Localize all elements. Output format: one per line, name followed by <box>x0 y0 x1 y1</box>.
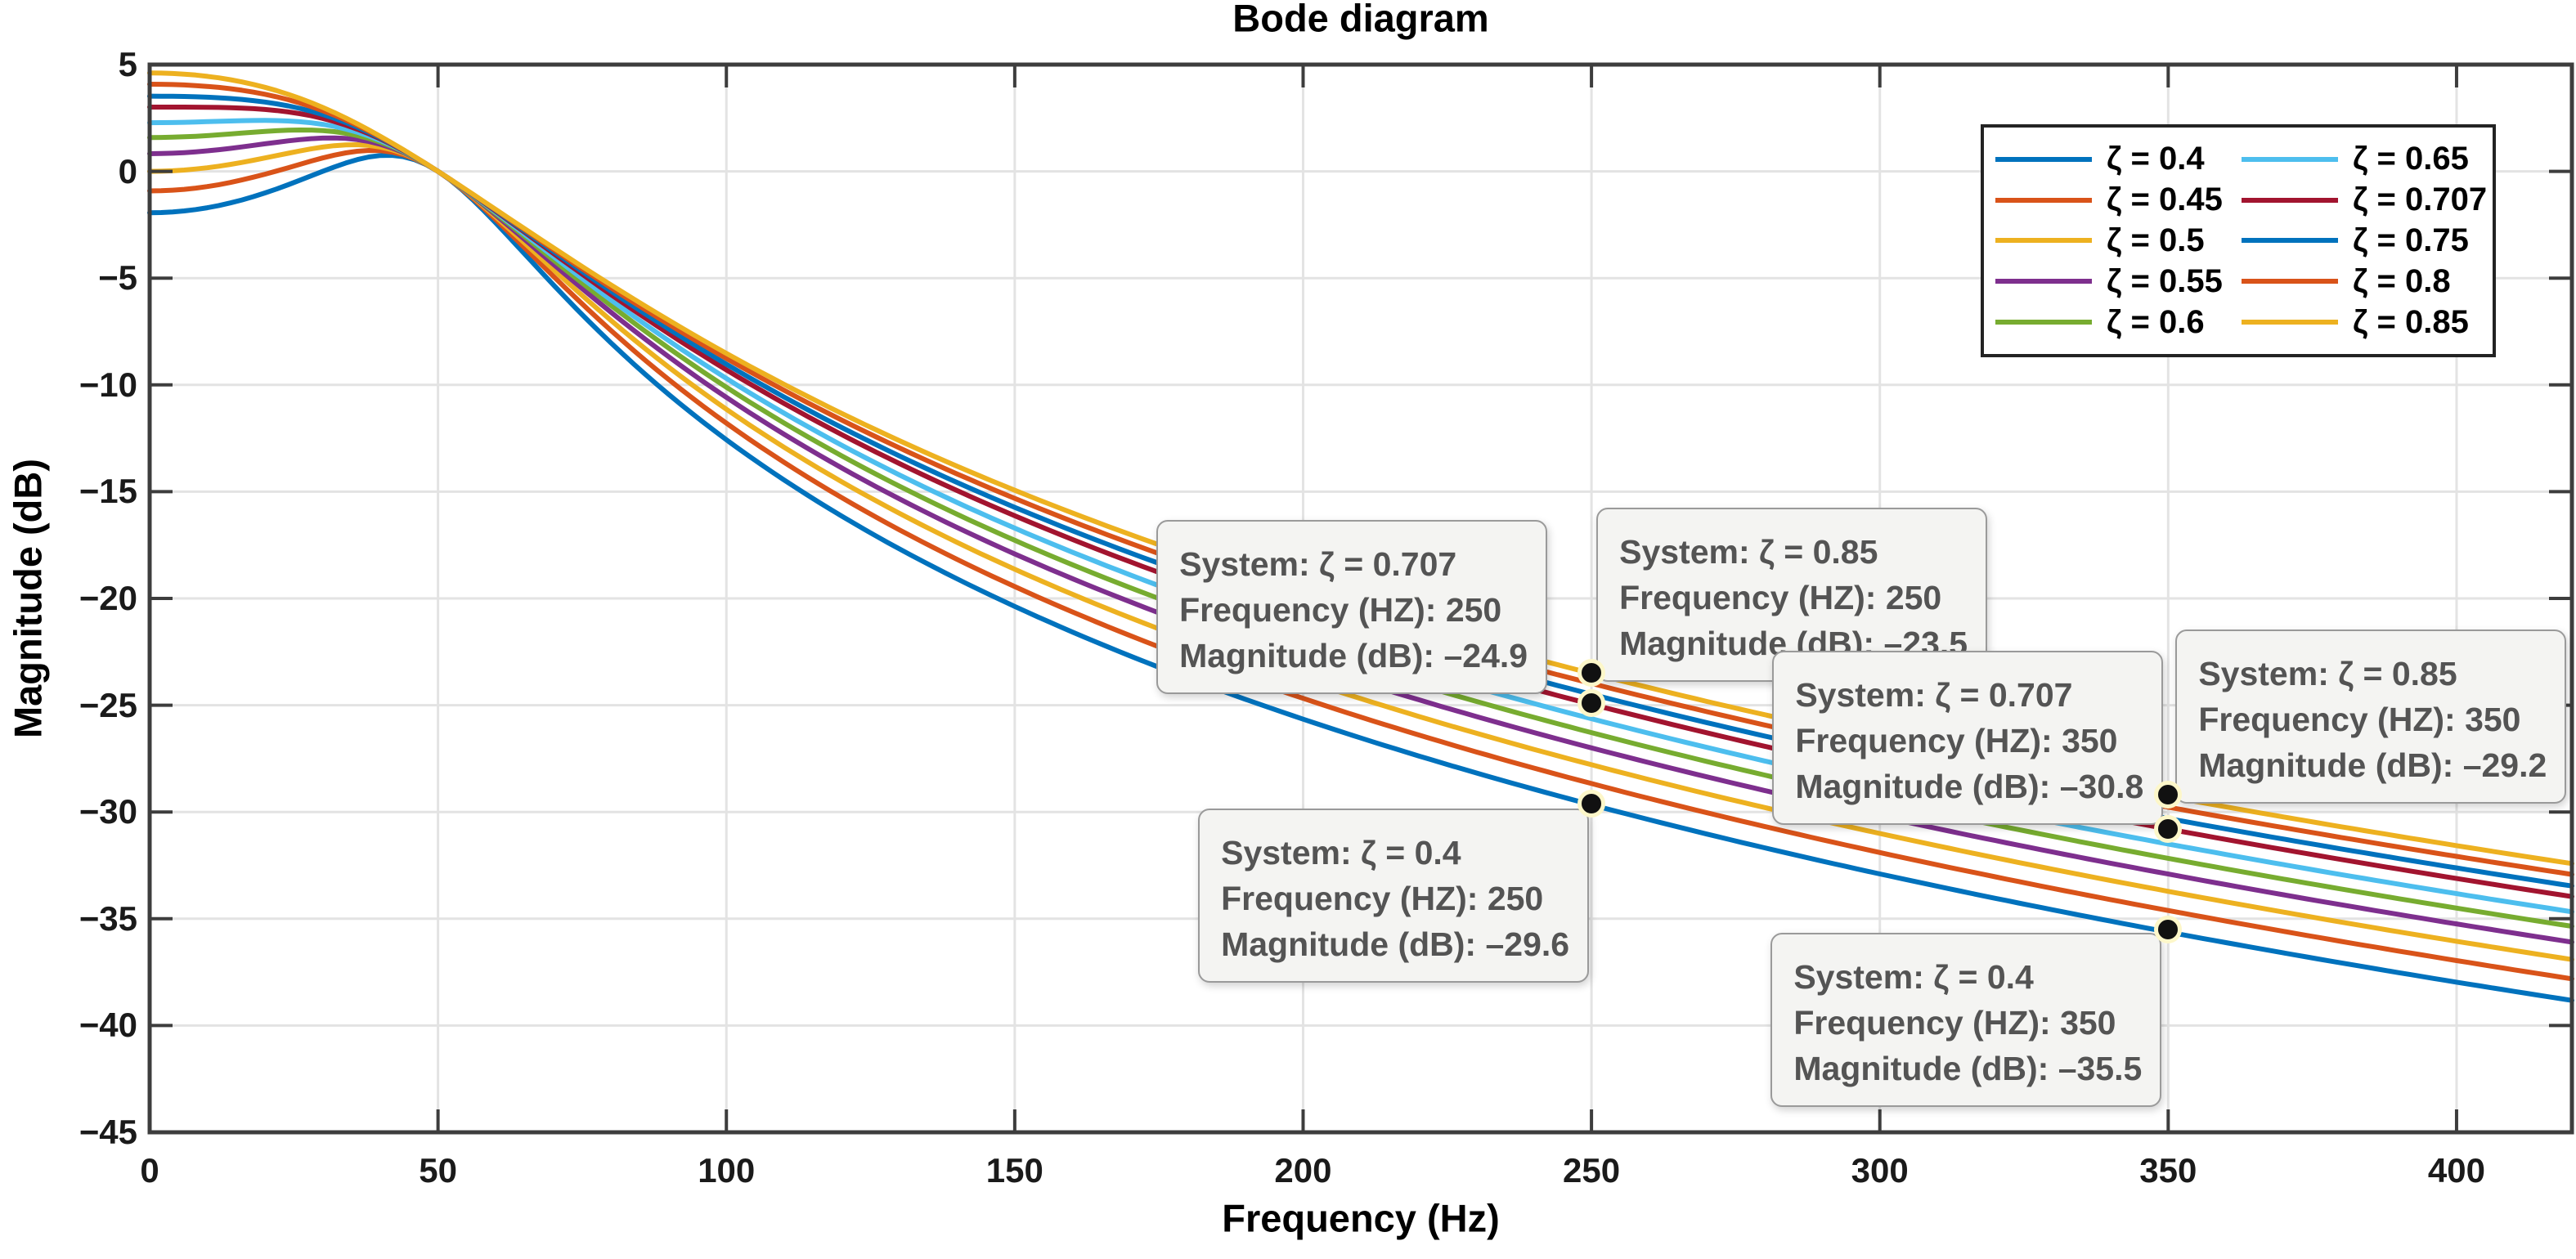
y-tick-label: −15 <box>79 472 137 511</box>
plot-border <box>147 62 2574 1135</box>
x-tick-label: 350 <box>2139 1151 2197 1190</box>
legend-entry[interactable]: ζ = 0.45 <box>1995 180 2242 221</box>
datatip-line: Frequency (HZ): 250 <box>1221 879 1544 917</box>
x-tick-label: 400 <box>2427 1151 2485 1190</box>
datatip-line: Magnitude (dB): –29.6 <box>1221 925 1570 963</box>
datatip-line: System: ζ = 0.85 <box>1619 533 1878 571</box>
datatip-marker[interactable] <box>2154 781 2183 809</box>
legend-entry[interactable]: ζ = 0.5 <box>1995 221 2242 262</box>
y-tick-label: −10 <box>79 365 137 404</box>
legend-label: ζ = 0.5 <box>2107 222 2205 258</box>
legend-entry[interactable]: ζ = 0.55 <box>1995 261 2242 302</box>
datatip-line: Magnitude (dB): –24.9 <box>1179 636 1528 674</box>
datatip-line: Frequency (HZ): 250 <box>1179 590 1502 629</box>
legend-entry[interactable]: ζ = 0.75 <box>2242 221 2488 262</box>
legend-line-sample <box>2242 156 2338 162</box>
datatip-marker[interactable] <box>2154 915 2183 943</box>
y-tick-label: −35 <box>79 898 137 938</box>
y-axis-label: Magnitude (dB) <box>6 459 50 738</box>
datatip-marker[interactable] <box>1577 659 1606 688</box>
legend-entry[interactable]: ζ = 0.85 <box>2242 302 2488 343</box>
legend-label: ζ = 0.75 <box>2353 222 2469 258</box>
x-tick-label: 250 <box>1563 1151 1621 1190</box>
legend-label: ζ = 0.85 <box>2353 303 2469 340</box>
y-tick-label: −30 <box>79 792 137 831</box>
legend-label: ζ = 0.65 <box>2353 141 2469 177</box>
datatip-line: Frequency (HZ): 350 <box>1793 1003 2116 1042</box>
x-tick-label: 50 <box>419 1151 457 1190</box>
x-tick-label: 100 <box>698 1151 756 1190</box>
page-title: Bode diagram <box>1232 0 1489 40</box>
datatip-line: Frequency (HZ): 350 <box>2198 701 2521 739</box>
curve-zeta-0.45[interactable] <box>147 148 2574 982</box>
y-tick-label: 0 <box>118 151 137 190</box>
datatip-box[interactable]: System: ζ = 0.707 Frequency (HZ): 250 Magn… <box>1156 519 1548 694</box>
datatip-line: System: ζ = 0.707 <box>1179 544 1457 583</box>
legend-label: ζ = 0.707 <box>2353 181 2488 218</box>
x-tick-label: 150 <box>985 1151 1043 1190</box>
datatip-line: Magnitude (dB): –29.2 <box>2198 746 2547 785</box>
legend-line-sample <box>2242 197 2338 203</box>
datatip-line: Magnitude (dB): –30.8 <box>1795 768 2144 806</box>
datatip-box[interactable]: System: ζ = 0.85 Frequency (HZ): 350 Magni… <box>2175 630 2567 804</box>
legend-entry[interactable]: ζ = 0.4 <box>1995 139 2242 180</box>
legend-line-sample <box>1995 320 2092 325</box>
datatip-line: System: ζ = 0.707 <box>1795 676 2073 715</box>
datatip-box[interactable]: System: ζ = 0.4 Frequency (HZ): 250 Magnit… <box>1198 808 1590 983</box>
x-axis-label: Frequency (Hz) <box>1222 1196 1500 1240</box>
datatip-marker[interactable] <box>1577 789 1606 818</box>
datatip-line: System: ζ = 0.4 <box>1793 957 2034 996</box>
datatip-line: Frequency (HZ): 250 <box>1619 579 1942 617</box>
y-tick-label: −20 <box>79 579 137 617</box>
datatip-box[interactable]: System: ζ = 0.707 Frequency (HZ): 350 Magn… <box>1772 651 2164 826</box>
y-tick-label: −25 <box>79 685 137 724</box>
curve-zeta-0.5[interactable] <box>147 142 2574 962</box>
legend-line-sample <box>2242 238 2338 244</box>
datatip-box[interactable]: System: ζ = 0.4 Frequency (HZ): 350 Magnit… <box>1770 932 2162 1107</box>
x-tick-label: 300 <box>1851 1151 1909 1190</box>
legend-entry[interactable]: ζ = 0.6 <box>1995 302 2242 343</box>
datatip-line: System: ζ = 0.85 <box>2198 655 2457 693</box>
legend-label: ζ = 0.4 <box>2107 141 2205 177</box>
datatip-line: Magnitude (dB): –35.5 <box>1793 1049 2143 1087</box>
datatip-line: System: ζ = 0.4 <box>1221 833 1461 871</box>
x-tick-label: 200 <box>1274 1151 1332 1190</box>
legend-entry[interactable]: ζ = 0.65 <box>2242 139 2488 180</box>
x-tick-label: 0 <box>140 1151 159 1190</box>
legend-line-sample <box>1995 279 2092 285</box>
legend-entry[interactable]: ζ = 0.8 <box>2242 261 2488 302</box>
legend-label: ζ = 0.55 <box>2107 262 2223 299</box>
y-tick-label: 5 <box>118 45 137 83</box>
tick-layer <box>150 65 2572 1132</box>
legend-line-sample <box>2242 320 2338 325</box>
legend-line-sample <box>1995 156 2092 162</box>
legend-line-sample <box>1995 238 2092 244</box>
legend-label: ζ = 0.6 <box>2107 303 2205 340</box>
datatip-line: Frequency (HZ): 350 <box>1795 722 2118 760</box>
datatip-marker[interactable] <box>2154 815 2183 844</box>
legend-entry[interactable]: ζ = 0.707 <box>2242 180 2488 221</box>
legend-label: ζ = 0.8 <box>2353 262 2451 299</box>
datatip-marker[interactable] <box>1577 688 1606 717</box>
legend-line-sample <box>2242 279 2338 285</box>
y-tick-label: −5 <box>98 258 137 298</box>
legend-line-sample <box>1995 197 2092 203</box>
y-tick-label: −45 <box>79 1113 137 1151</box>
legend[interactable]: ζ = 0.4 ζ = 0.45 ζ = 0.5 ζ = 0.55 ζ = 0.6 ζ =… <box>1981 124 2496 357</box>
legend-label: ζ = 0.45 <box>2107 181 2223 218</box>
y-tick-label: −40 <box>79 1006 137 1045</box>
